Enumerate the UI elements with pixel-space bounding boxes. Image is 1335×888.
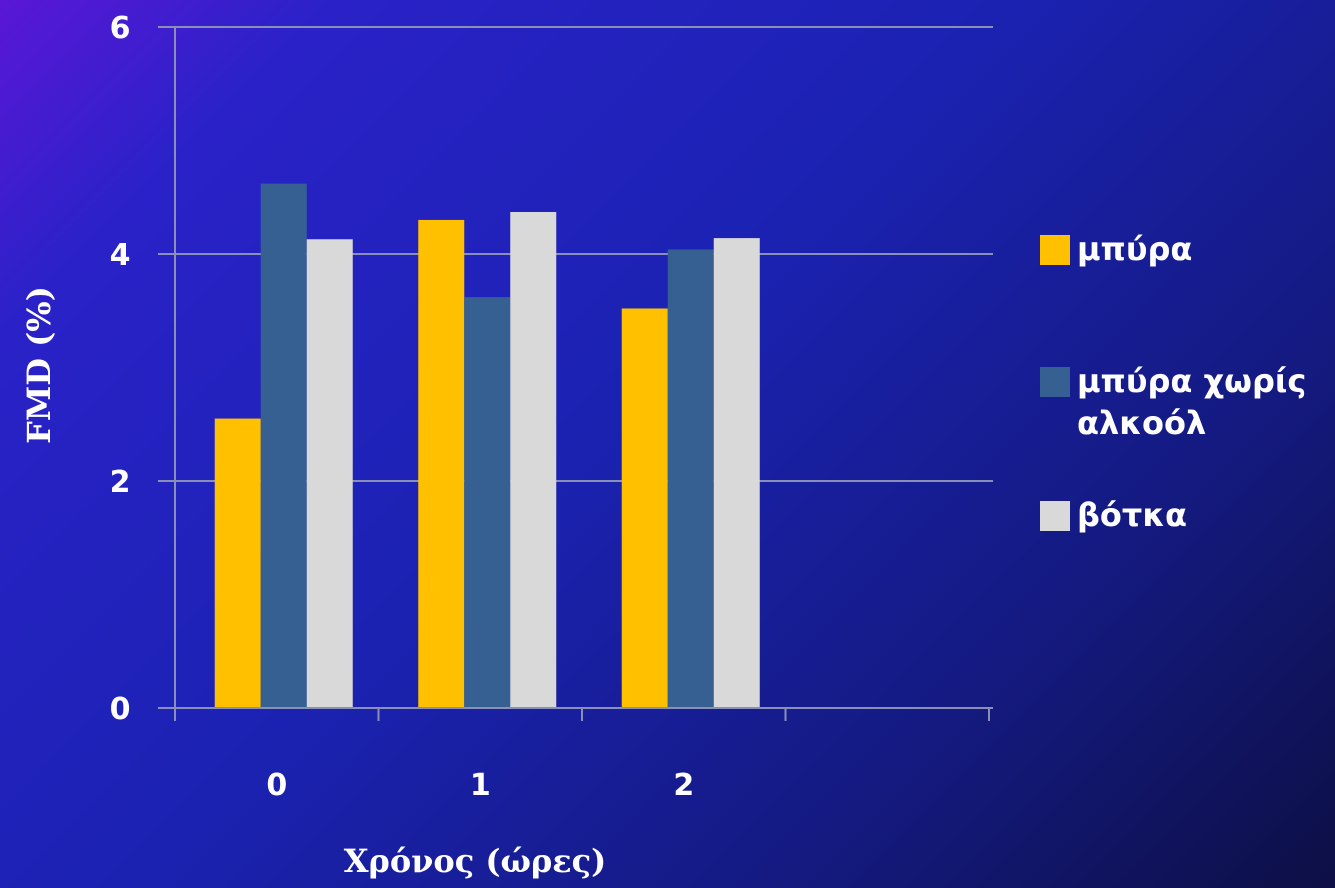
legend-swatch-1: [1040, 367, 1070, 397]
bar-βότκα-1: [510, 212, 557, 708]
legend-swatch-0: [1040, 235, 1070, 265]
x-tick-label-1: 1: [470, 768, 491, 803]
y-tick-label-2: 2: [110, 465, 131, 500]
bar-βότκα-0: [306, 239, 353, 708]
bar-βότκα-2: [713, 238, 760, 709]
y-tick-label-4: 4: [110, 238, 131, 273]
legend-item-2: βότκα: [1040, 496, 1187, 534]
y-tick-labels: 0 2 4 6: [110, 11, 131, 727]
legend-swatch-2: [1040, 501, 1070, 531]
legend-label-1: μπύρα χωρίς: [1077, 362, 1306, 400]
legend-label-1-line2: αλκοόλ: [1077, 404, 1206, 442]
y-axis-title: FMD (%): [20, 286, 58, 444]
bar-μπύρα-2: [621, 308, 668, 708]
y-tick-label-0: 0: [110, 692, 131, 727]
axes: [158, 27, 993, 721]
x-tick-label-0: 0: [266, 768, 287, 803]
legend-label-2: βότκα: [1077, 496, 1187, 534]
bar-μπύρα-1: [418, 219, 465, 708]
bar-μπύρα-χωρίς-αλκοόλ-0: [260, 183, 307, 708]
legend-item-0: μπύρα: [1040, 230, 1192, 268]
legend: μπύρα μπύρα χωρίς αλκοόλ βότκα: [1040, 230, 1306, 534]
bars: [214, 183, 760, 709]
x-tick-labels: 0 1 2: [266, 768, 694, 803]
legend-label-0: μπύρα: [1077, 230, 1192, 268]
bar-μπύρα-χωρίς-αλκοόλ-1: [464, 297, 511, 708]
bar-μπύρα-χωρίς-αλκοόλ-2: [667, 249, 714, 708]
legend-item-1: μπύρα χωρίς αλκοόλ: [1040, 362, 1306, 442]
y-tick-label-6: 6: [110, 11, 131, 46]
x-axis-title: Χρόνος (ώρες): [344, 842, 607, 880]
x-tick-label-2: 2: [673, 768, 694, 803]
bar-μπύρα-0: [214, 418, 261, 708]
